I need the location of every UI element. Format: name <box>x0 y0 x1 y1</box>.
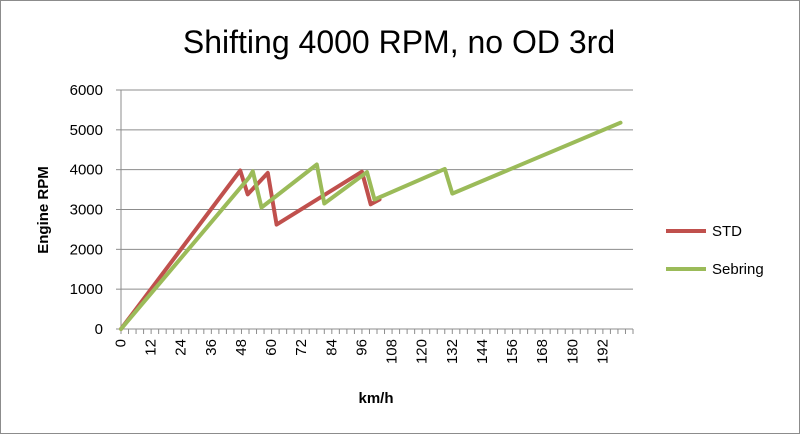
x-tick-label: 0 <box>113 339 130 347</box>
series-layer <box>119 120 623 331</box>
y-tick-label: 1000 <box>70 281 103 298</box>
axes <box>116 89 634 334</box>
x-tick-label: 48 <box>233 339 250 356</box>
x-tick-label: 12 <box>143 339 160 356</box>
x-tick-label: 144 <box>474 339 491 364</box>
y-tick-label: 2000 <box>70 241 103 258</box>
x-tick-label: 180 <box>564 339 581 364</box>
legend: STD Sebring <box>666 223 764 278</box>
y-axis-title: Engine RPM <box>35 166 52 254</box>
series-line-sebring <box>119 120 623 331</box>
x-tick-label: 72 <box>293 339 310 356</box>
x-tick-label: 24 <box>173 339 190 356</box>
x-tick-label: 96 <box>353 339 370 356</box>
legend-label-std: STD <box>712 223 742 240</box>
x-axis-title: km/h <box>358 390 393 407</box>
x-tick-label: 168 <box>534 339 551 364</box>
x-tick-label: 120 <box>414 339 431 364</box>
x-tick-label: 156 <box>504 339 521 364</box>
x-tick-label: 36 <box>203 339 220 356</box>
x-tick-label: 60 <box>263 339 280 356</box>
chart-title: Shifting 4000 RPM, no OD 3rd <box>183 24 615 60</box>
x-tick-label: 84 <box>323 339 340 356</box>
y-tick-label: 4000 <box>70 162 103 179</box>
x-tick-label: 192 <box>594 339 611 364</box>
gridlines <box>121 89 633 290</box>
legend-label-sebring: Sebring <box>712 261 764 278</box>
y-tick-label: 3000 <box>70 202 103 219</box>
y-tick-labels: 0 1000 2000 3000 4000 5000 6000 <box>70 82 103 338</box>
y-tick-label: 0 <box>95 321 103 338</box>
x-tick-label: 132 <box>444 339 461 364</box>
y-tick-label: 6000 <box>70 82 103 99</box>
y-tick-label: 5000 <box>70 122 103 139</box>
x-tick-labels: 0 12 24 36 48 60 72 84 96 108 120 132 144 156 168 180 19… <box>113 339 612 364</box>
x-tick-label: 108 <box>384 339 401 364</box>
